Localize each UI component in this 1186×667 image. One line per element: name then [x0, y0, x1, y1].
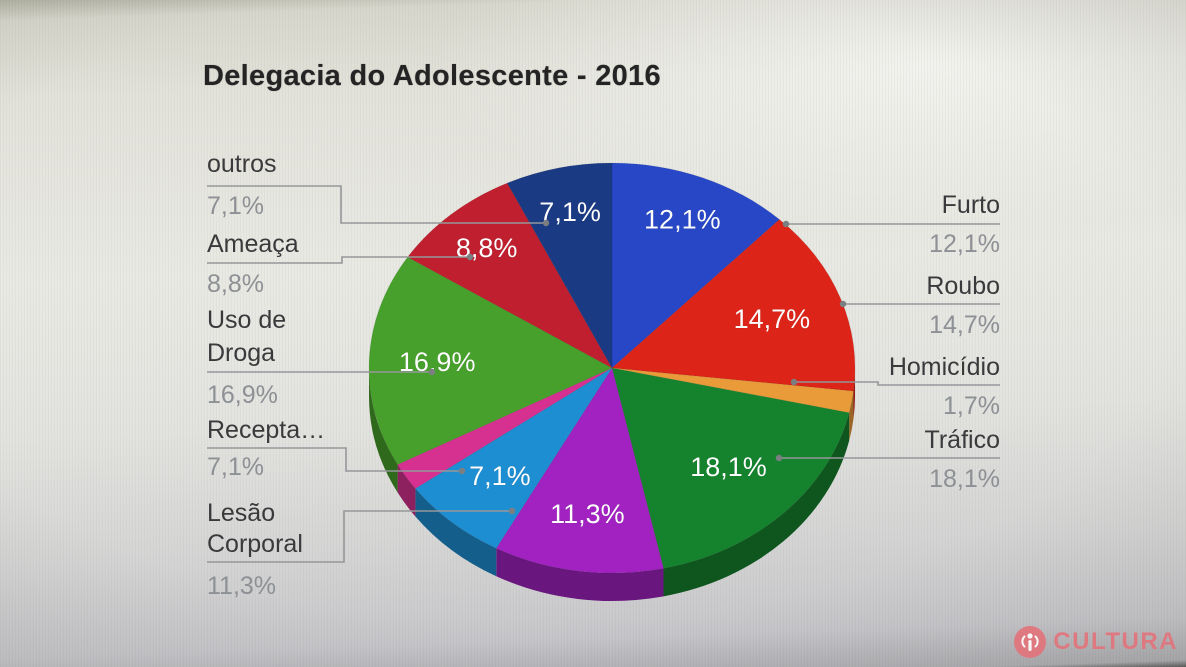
callout-label: Tráfico: [925, 426, 1000, 454]
callout-label: Uso de: [207, 306, 286, 334]
callout-value: 11,3%: [207, 572, 276, 600]
pie-slice-furto[interactable]: [611, 162, 781, 370]
slice-value-trafico: 18,1%: [690, 452, 767, 482]
pie-top-faces: [368, 162, 856, 574]
pie-slice-outros[interactable]: [506, 162, 613, 370]
pie-slice-recepta[interactable]: [414, 367, 613, 549]
callout-trafico: Tráfico 18,1%: [775, 426, 1000, 493]
callout-roubo: Roubo 14,7%: [839, 272, 1000, 339]
callout-value: 12,1%: [929, 230, 1000, 258]
pie-slice-unlabeled-side: [397, 464, 416, 517]
pie-callouts: Furto 12,1% Roubo 14,7% Homicídio 1,7% Tráfico…: [207, 150, 1000, 600]
callout-value: 16,9%: [207, 381, 278, 409]
slice-value-uso-de-droga: 16,9%: [399, 347, 476, 377]
callout-value: 18,1%: [929, 465, 1000, 493]
callout-label: Roubo: [926, 272, 1000, 300]
leader-dot: [428, 368, 436, 376]
watermark-text: CULTURA: [1053, 628, 1178, 655]
callout-label: Droga: [207, 339, 275, 367]
pie-slice-trafico-side: [663, 412, 850, 597]
callout-furto: Furto 12,1%: [782, 191, 1000, 258]
leader-dot: [782, 220, 790, 228]
callout-value: 8,8%: [207, 270, 264, 298]
slice-value-lesao-corporal: 11,3%: [550, 499, 625, 529]
callout-label: Recepta…: [207, 416, 325, 444]
pie-slice-lesao-corporal[interactable]: [495, 366, 665, 574]
callout-lesao-corporal: Lesão Corporal 11,3%: [207, 499, 516, 600]
pie-inner-labels: 12,1% 14,7% 18,1% 11,3% 7,1% 16,9% 8,8% 7,1%: [399, 197, 811, 530]
slice-value-ameaca: 8,8%: [456, 233, 518, 263]
callout-recepta: Recepta… 7,1%: [207, 416, 466, 481]
callout-label: Furto: [942, 191, 1000, 219]
callout-label: Lesão: [207, 499, 275, 527]
callout-label: outros: [207, 150, 276, 178]
callout-outros: outros 7,1%: [207, 150, 550, 227]
leader-line: [794, 381, 1000, 386]
leader-dot: [508, 507, 516, 515]
leader-line: [207, 447, 462, 472]
callout-value: 14,7%: [929, 311, 1000, 339]
callout-uso-de-droga: Uso de Droga 16,9%: [207, 306, 436, 409]
leader-dot: [458, 467, 466, 475]
pie-slice-lesao-corporal-side: [496, 548, 664, 601]
radio-broadcast-icon: [1014, 626, 1047, 658]
pie-slice-roubo-side: [853, 368, 855, 420]
callout-label: Corporal: [207, 530, 303, 558]
slice-value-recepta: 7,1%: [469, 461, 531, 491]
leader-dot: [775, 454, 783, 462]
leader-line: [207, 256, 470, 264]
slice-value-outros: 7,1%: [539, 197, 601, 227]
slice-value-furto: 12,1%: [644, 205, 721, 235]
chart-title: Delegacia do Adolescente - 2016: [203, 60, 661, 92]
leader-dot: [790, 378, 798, 386]
callout-value: 1,7%: [943, 392, 1000, 420]
callout-label: Ameaça: [207, 230, 299, 258]
pie-3d-sides: [369, 368, 855, 601]
leader-dot: [542, 219, 550, 227]
cultura-logo: CULTURA: [1013, 625, 1178, 659]
pie-slice-roubo[interactable]: [610, 218, 856, 392]
pie-slice-homicidio-side: [849, 391, 854, 441]
leader-line: [207, 185, 546, 224]
leader-dot: [839, 300, 847, 308]
pie-slice-trafico[interactable]: [611, 367, 850, 569]
pie-slice-uso-de-droga[interactable]: [368, 256, 614, 466]
pie-slice-homicidio[interactable]: [611, 367, 855, 414]
callout-homicidio: Homicídio 1,7%: [790, 353, 1000, 420]
slice-value-roubo: 14,7%: [734, 304, 811, 334]
pie-slice-unlabeled[interactable]: [396, 367, 613, 490]
pie-slice-uso-de-droga-side: [369, 368, 398, 493]
callout-value: 7,1%: [207, 192, 264, 220]
callout-ameaca: Ameaça 8,8%: [207, 230, 474, 298]
leader-line: [207, 510, 512, 563]
callout-label: Homicídio: [889, 353, 1000, 381]
callout-value: 7,1%: [207, 453, 264, 481]
pie-slice-ameaca[interactable]: [406, 182, 614, 370]
leader-dot: [466, 253, 474, 261]
